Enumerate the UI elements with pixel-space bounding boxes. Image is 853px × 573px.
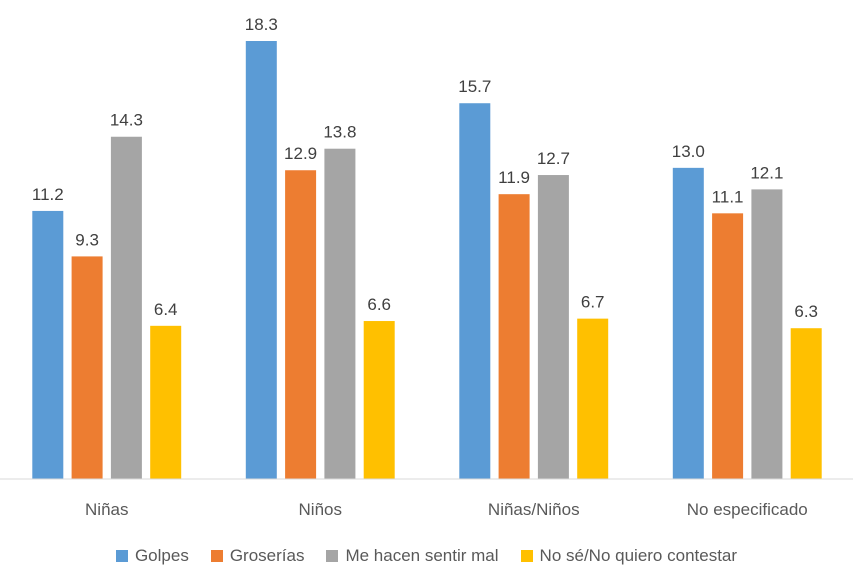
bar-2-1 bbox=[499, 194, 530, 479]
bar-3-1 bbox=[712, 213, 743, 479]
legend-swatch-0 bbox=[116, 550, 128, 562]
legend-item-1: Groserías bbox=[211, 546, 305, 566]
data-label-2-2: 12.7 bbox=[537, 149, 570, 168]
bar-3-2 bbox=[751, 189, 782, 479]
bar-1-0 bbox=[246, 41, 277, 479]
bar-1-1 bbox=[285, 170, 316, 479]
bar-2-3 bbox=[577, 319, 608, 479]
legend-item-0: Golpes bbox=[116, 546, 189, 566]
data-label-0-1: 9.3 bbox=[75, 230, 99, 249]
data-label-0-0: 11.2 bbox=[32, 185, 64, 204]
data-label-1-3: 6.6 bbox=[367, 295, 391, 314]
x-tick-label-3: No especificado bbox=[687, 500, 808, 519]
legend-item-3: No sé/No quiero contestar bbox=[521, 546, 738, 566]
bar-0-0 bbox=[32, 211, 63, 479]
x-tick-label-2: Niñas/Niños bbox=[488, 500, 580, 519]
data-label-1-0: 18.3 bbox=[245, 15, 278, 34]
bar-chart: 11.2 9.3 14.3 6.4 18.3 12.9 13.8 6.6 15.7 11.9 12.… bbox=[0, 0, 853, 540]
legend-label-1: Groserías bbox=[230, 546, 305, 566]
data-label-3-2: 12.1 bbox=[750, 163, 783, 182]
legend-swatch-3 bbox=[521, 550, 533, 562]
data-label-0-2: 14.3 bbox=[110, 111, 143, 130]
bar-2-2 bbox=[538, 175, 569, 479]
data-label-2-3: 6.7 bbox=[581, 293, 605, 312]
bar-1-2 bbox=[324, 149, 355, 479]
x-tick-label-0: Niñas bbox=[85, 500, 128, 519]
bar-1-3 bbox=[364, 321, 395, 479]
legend-label-3: No sé/No quiero contestar bbox=[540, 546, 738, 566]
data-label-3-3: 6.3 bbox=[794, 302, 818, 321]
bar-0-3 bbox=[150, 326, 181, 479]
legend-label-2: Me hacen sentir mal bbox=[345, 546, 498, 566]
bar-2-0 bbox=[459, 103, 490, 479]
legend-item-2: Me hacen sentir mal bbox=[326, 546, 498, 566]
data-label-2-0: 15.7 bbox=[458, 77, 491, 96]
data-label-2-1: 11.9 bbox=[498, 168, 530, 187]
data-label-3-1: 11.1 bbox=[712, 187, 744, 206]
data-label-3-0: 13.0 bbox=[672, 142, 705, 161]
bar-3-0 bbox=[673, 168, 704, 479]
bar-0-2 bbox=[111, 137, 142, 479]
legend: Golpes Groserías Me hacen sentir mal No sé/… bbox=[0, 543, 853, 569]
legend-swatch-2 bbox=[326, 550, 338, 562]
legend-swatch-1 bbox=[211, 550, 223, 562]
data-label-1-2: 13.8 bbox=[323, 123, 356, 142]
data-label-1-1: 12.9 bbox=[284, 144, 317, 163]
x-tick-labels-group: Niñas Niños Niñas/Niños No especificado bbox=[85, 500, 808, 519]
legend-label-0: Golpes bbox=[135, 546, 189, 566]
bar-0-1 bbox=[72, 256, 103, 479]
data-label-0-3: 6.4 bbox=[154, 300, 178, 319]
bars-group bbox=[32, 41, 821, 479]
x-tick-label-1: Niños bbox=[299, 500, 342, 519]
bar-3-3 bbox=[791, 328, 822, 479]
